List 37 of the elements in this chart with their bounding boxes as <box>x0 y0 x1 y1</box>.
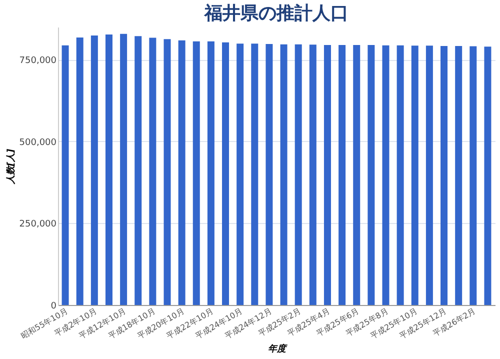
bar <box>62 45 69 305</box>
bar <box>90 36 98 305</box>
bar <box>251 44 258 305</box>
bar <box>134 36 142 305</box>
bar <box>105 34 112 305</box>
bar <box>484 46 492 305</box>
bar <box>149 38 156 305</box>
bar <box>222 42 230 305</box>
bar <box>309 44 316 305</box>
bar <box>294 44 302 305</box>
bar <box>382 45 390 305</box>
bar <box>207 41 214 305</box>
bar <box>455 46 462 305</box>
bar <box>76 37 84 305</box>
bar <box>338 44 346 305</box>
y-tick-label: 250,000 <box>19 220 57 230</box>
x-axis-title: 年度 <box>268 344 288 355</box>
chart-title: 福井県の推計人口 <box>204 3 348 24</box>
bar <box>280 44 288 305</box>
bar <box>411 46 418 305</box>
bar <box>178 40 186 305</box>
bar <box>368 44 375 305</box>
bar <box>426 46 433 305</box>
bar <box>440 46 448 305</box>
bar <box>236 44 244 305</box>
y-tick-label: 0 <box>50 302 57 312</box>
bar <box>120 34 128 305</box>
bar <box>192 41 200 305</box>
bar <box>396 45 404 305</box>
bar <box>164 39 171 305</box>
y-tick-label: 750,000 <box>19 56 57 66</box>
y-axis-title: 人数[人] <box>5 148 16 186</box>
bar <box>266 44 273 305</box>
bar <box>324 44 331 305</box>
bar <box>470 46 477 305</box>
y-tick-label: 500,000 <box>19 138 57 148</box>
bar <box>353 44 360 305</box>
